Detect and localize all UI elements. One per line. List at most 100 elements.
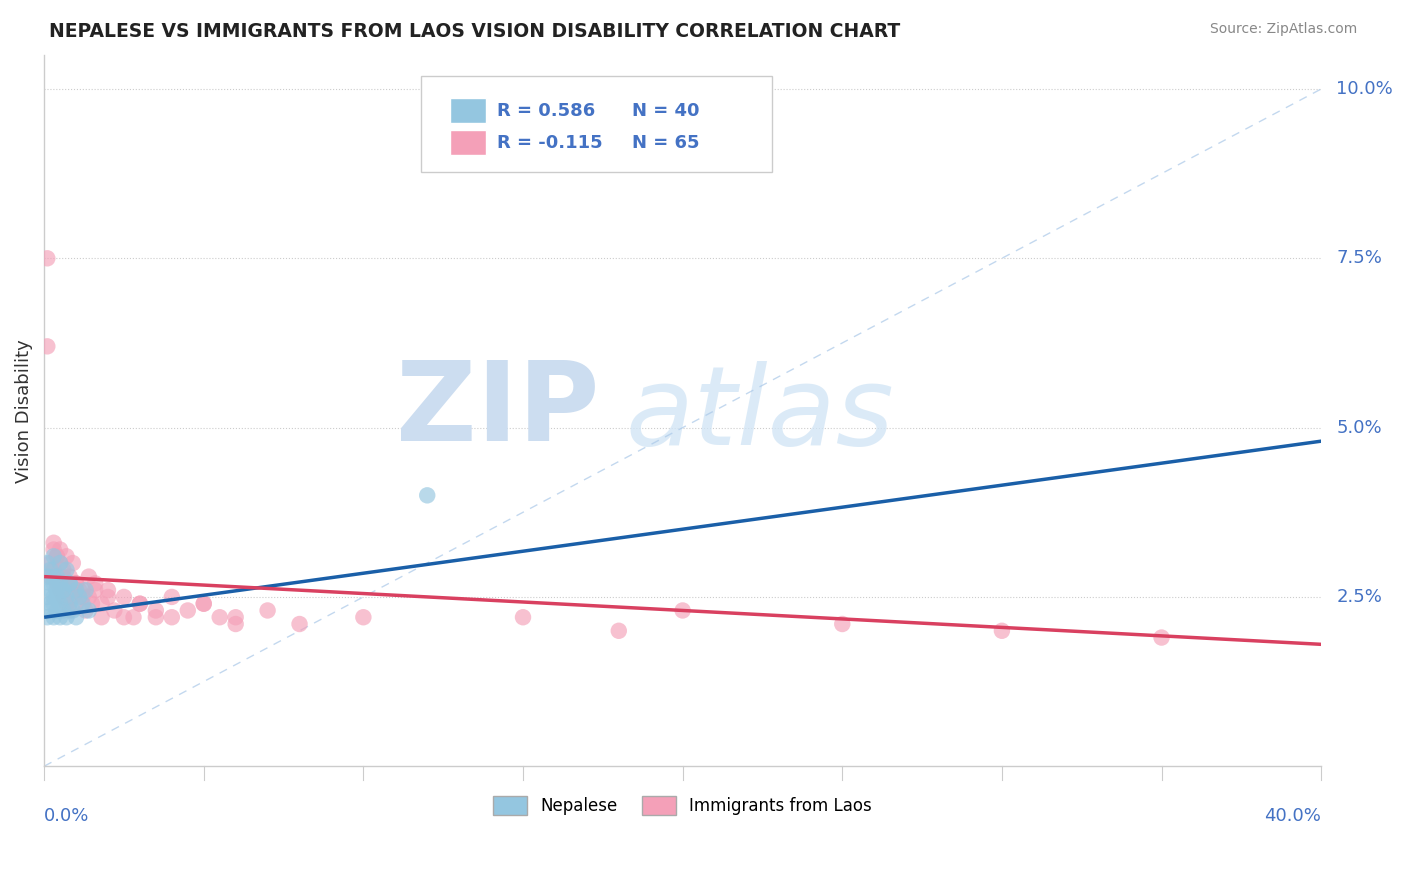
Point <box>37 569 59 583</box>
Point <box>84 576 107 591</box>
Point <box>45 603 67 617</box>
Point <box>256 603 278 617</box>
Point <box>55 597 77 611</box>
Point <box>103 603 125 617</box>
Text: 5.0%: 5.0% <box>1337 418 1382 436</box>
Point <box>39 583 62 598</box>
Point <box>42 576 65 591</box>
Point <box>52 590 75 604</box>
Text: R = 0.586: R = 0.586 <box>498 102 596 120</box>
Point <box>160 590 183 604</box>
Y-axis label: Vision Disability: Vision Disability <box>15 339 32 483</box>
Point <box>45 576 67 591</box>
Point <box>39 563 62 577</box>
Point <box>160 610 183 624</box>
Point <box>59 576 82 591</box>
Point <box>55 563 77 577</box>
Point <box>37 556 59 570</box>
Point <box>42 610 65 624</box>
Point <box>67 590 90 604</box>
Point <box>672 603 695 617</box>
Point <box>84 583 107 598</box>
Point <box>49 576 72 591</box>
Point <box>1150 631 1173 645</box>
Point <box>62 603 84 617</box>
Point <box>97 590 120 604</box>
Point <box>72 590 94 604</box>
Point <box>225 610 247 624</box>
Point <box>45 590 67 604</box>
Point <box>352 610 374 624</box>
Point <box>128 597 150 611</box>
Point <box>72 597 94 611</box>
Point <box>80 597 103 611</box>
Text: N = 40: N = 40 <box>631 102 699 120</box>
Point <box>49 597 72 611</box>
Point <box>42 542 65 557</box>
Point <box>37 252 59 266</box>
Point <box>45 569 67 583</box>
Text: 7.5%: 7.5% <box>1337 249 1382 268</box>
Point <box>97 583 120 598</box>
Text: R = -0.115: R = -0.115 <box>498 134 603 152</box>
Point <box>42 597 65 611</box>
Point <box>831 617 853 632</box>
Point <box>65 576 87 591</box>
Text: 0.0%: 0.0% <box>44 807 90 825</box>
Text: NEPALESE VS IMMIGRANTS FROM LAOS VISION DISABILITY CORRELATION CHART: NEPALESE VS IMMIGRANTS FROM LAOS VISION … <box>49 22 900 41</box>
Point <box>62 556 84 570</box>
Point <box>67 583 90 598</box>
Text: atlas: atlas <box>626 360 894 467</box>
Point <box>37 610 59 624</box>
Point <box>42 569 65 583</box>
Point <box>55 610 77 624</box>
Point <box>65 583 87 598</box>
Point <box>55 549 77 564</box>
Point <box>90 597 112 611</box>
Point <box>65 576 87 591</box>
Text: ZIP: ZIP <box>396 357 599 464</box>
Point <box>45 549 67 564</box>
Point <box>112 610 135 624</box>
Point <box>52 583 75 598</box>
Point <box>49 556 72 570</box>
Point <box>607 624 630 638</box>
Point <box>193 597 215 611</box>
Point <box>145 610 167 624</box>
Point <box>991 624 1014 638</box>
Point <box>39 576 62 591</box>
Point <box>59 603 82 617</box>
Point <box>45 583 67 598</box>
Point <box>49 556 72 570</box>
Point <box>77 603 100 617</box>
Point <box>37 590 59 604</box>
Point <box>122 610 145 624</box>
Point <box>512 610 534 624</box>
Point <box>52 603 75 617</box>
Point <box>208 610 231 624</box>
Point <box>65 597 87 611</box>
Text: 2.5%: 2.5% <box>1337 588 1382 606</box>
Point <box>42 563 65 577</box>
Text: 40.0%: 40.0% <box>1264 807 1322 825</box>
Point <box>288 617 311 632</box>
Point <box>45 549 67 564</box>
Point <box>59 583 82 598</box>
Point <box>39 569 62 583</box>
Point <box>65 610 87 624</box>
Point <box>49 583 72 598</box>
Legend: Nepalese, Immigrants from Laos: Nepalese, Immigrants from Laos <box>486 789 879 822</box>
Point <box>75 603 97 617</box>
Point <box>55 576 77 591</box>
Point <box>37 339 59 353</box>
Point <box>128 597 150 611</box>
Point <box>42 590 65 604</box>
Bar <box>450 130 486 154</box>
Point <box>112 590 135 604</box>
Point <box>90 610 112 624</box>
Point <box>52 563 75 577</box>
Text: 10.0%: 10.0% <box>1337 80 1393 98</box>
Point <box>49 610 72 624</box>
Bar <box>450 98 486 123</box>
Point <box>59 569 82 583</box>
